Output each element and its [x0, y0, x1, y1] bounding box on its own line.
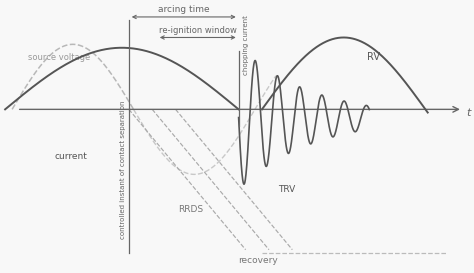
Text: TRV: TRV	[278, 185, 296, 194]
Text: t: t	[466, 108, 470, 118]
Text: chopping current: chopping current	[243, 15, 249, 75]
Text: re-ignition window: re-ignition window	[159, 26, 237, 35]
Text: current: current	[54, 152, 87, 161]
Text: source voltage: source voltage	[28, 53, 91, 62]
Text: recovery: recovery	[238, 256, 278, 265]
Text: arcing time: arcing time	[158, 5, 210, 14]
Text: controlled instant of contact separation: controlled instant of contact separation	[120, 101, 126, 239]
Text: RV: RV	[367, 52, 380, 62]
Text: RRDS: RRDS	[178, 205, 203, 214]
